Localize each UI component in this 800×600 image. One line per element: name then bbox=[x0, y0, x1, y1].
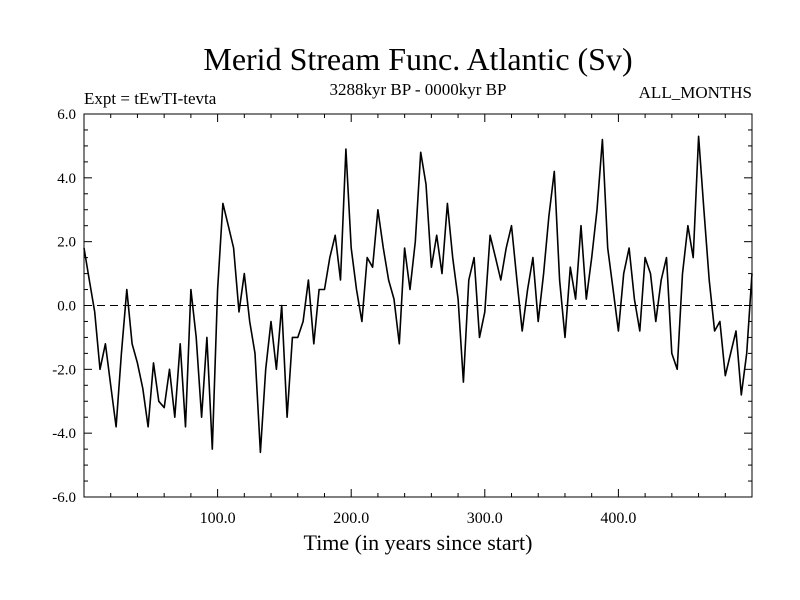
y-tick-label: -6.0 bbox=[52, 490, 76, 506]
y-tick-label: 2.0 bbox=[57, 235, 76, 251]
x-tick-label: 300.0 bbox=[467, 510, 503, 527]
x-tick-label: 100.0 bbox=[200, 510, 236, 527]
plot-frame bbox=[83, 113, 753, 498]
y-tick-label: -4.0 bbox=[52, 426, 76, 442]
y-tick-label: 4.0 bbox=[57, 171, 76, 187]
y-tick-label: 6.0 bbox=[57, 107, 76, 123]
x-tick-label: 400.0 bbox=[600, 510, 636, 527]
time-range-label: 3288kyr BP - 0000kyr BP bbox=[330, 80, 507, 99]
stream-function-line bbox=[83, 135, 753, 454]
experiment-label: Expt = tEwTI-tevta bbox=[84, 89, 217, 108]
months-label: ALL_MONTHS bbox=[639, 83, 752, 102]
y-tick-label: 0.0 bbox=[57, 299, 76, 315]
x-tick-label: 200.0 bbox=[333, 510, 369, 527]
y-axis: -6.0 -4.0 -2.0 0.0 2.0 4.0 6.0 bbox=[52, 107, 752, 506]
x-axis-label: Time (in years since start) bbox=[304, 530, 533, 555]
x-axis: 100.0 200.0 300.0 400.0 bbox=[110, 114, 726, 527]
y-tick-label: -2.0 bbox=[52, 362, 76, 378]
chart-title: Merid Stream Func. Atlantic (Sv) bbox=[203, 41, 632, 77]
